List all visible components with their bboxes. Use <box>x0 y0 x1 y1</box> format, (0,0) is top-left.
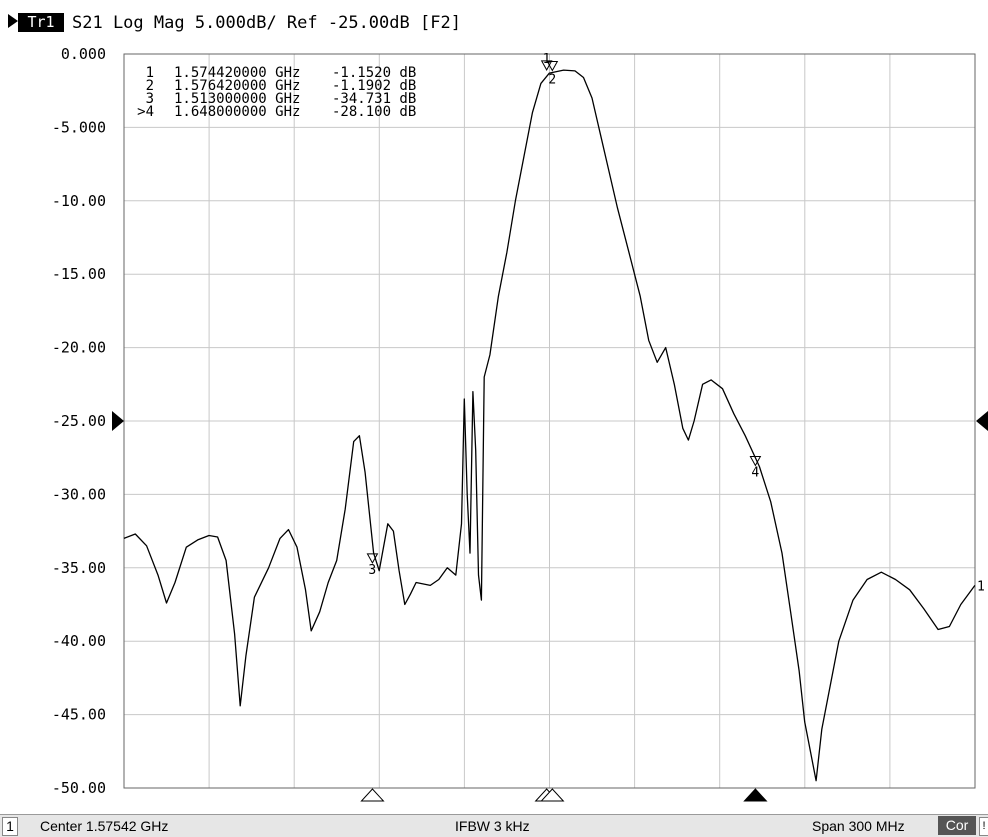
correction-status-badge[interactable]: Cor <box>938 816 976 835</box>
marker-table-freq: 1.574420000 GHz <box>174 65 300 81</box>
s21-chart: 0.000 -5.000 -10.00 -15.00 -20.00 -25.00 -30.0… <box>52 45 988 802</box>
y-tick-label: 0.000 <box>61 45 106 63</box>
marker-table: 1 1.574420000 GHz -1.1520 dB 2 1.576420000 G… <box>137 65 416 120</box>
trace-line <box>123 69 976 782</box>
status-overflow-indicator: ! <box>979 817 988 836</box>
y-tick-label: -25.00 <box>52 412 106 430</box>
marker-2-label: 2 <box>548 72 556 87</box>
y-tick-label: -15.00 <box>52 265 106 283</box>
marker-table-value: -1.1520 dB <box>332 65 416 81</box>
marker-4-glyph[interactable] <box>749 456 762 467</box>
marker-table-id: 1 <box>146 65 154 81</box>
trace-end-label: 1 <box>977 579 985 594</box>
reference-level-right-arrow-icon[interactable] <box>976 411 988 431</box>
marker-glyphs: 1 2 3 4 <box>360 52 768 802</box>
y-tick-label: -30.00 <box>52 485 106 503</box>
marker-3-label: 3 <box>368 563 376 578</box>
channel-indicator[interactable]: 1 <box>2 817 18 836</box>
marker-4-axis-pointer[interactable] <box>743 788 768 802</box>
marker-3-glyph[interactable] <box>366 553 379 564</box>
reference-level-left-arrow-icon[interactable] <box>112 411 124 431</box>
marker-table-freq: 1.648000000 GHz <box>174 104 300 120</box>
marker-table-value: -34.731 dB <box>332 91 416 107</box>
marker-table-id: 2 <box>146 78 154 94</box>
chart-grid <box>124 54 975 788</box>
y-tick-label: -50.00 <box>52 779 106 797</box>
marker-3-axis-pointer[interactable] <box>360 788 385 802</box>
marker-table-freq: 1.513000000 GHz <box>174 91 300 107</box>
marker-table-id: 3 <box>146 91 154 107</box>
marker-2-axis-pointer[interactable] <box>540 788 565 802</box>
reference-level-arrows <box>112 411 988 431</box>
y-tick-label: -10.00 <box>52 192 106 210</box>
marker-4-label: 4 <box>751 466 759 481</box>
active-trace-arrow-icon <box>8 14 18 28</box>
y-tick-label: -40.00 <box>52 632 106 650</box>
y-tick-label: -35.00 <box>52 559 106 577</box>
marker-table-freq: 1.576420000 GHz <box>174 78 300 94</box>
if-bandwidth[interactable]: IFBW 3 kHz <box>455 818 530 834</box>
trace-settings-line[interactable]: S21 Log Mag 5.000dB/ Ref -25.00dB [F2] <box>72 13 461 33</box>
marker-1-label: 1 <box>543 52 551 67</box>
status-bar: 1 Center 1.57542 GHz IFBW 3 kHz Span 300… <box>0 814 988 837</box>
y-axis-tick-labels: 0.000 -5.000 -10.00 -15.00 -20.00 -25.00 -30.0… <box>52 45 106 797</box>
marker-table-value: -1.1902 dB <box>332 78 416 94</box>
trace-series: 1 <box>123 69 985 782</box>
trace-header: Tr1 S21 Log Mag 5.000dB/ Ref -25.00dB [F… <box>0 0 988 38</box>
y-tick-label: -45.00 <box>52 706 106 724</box>
center-frequency[interactable]: Center 1.57542 GHz <box>40 818 169 834</box>
frequency-span[interactable]: Span 300 MHz <box>812 818 905 834</box>
marker-table-id: >4 <box>137 104 154 120</box>
marker-2-glyph[interactable] <box>546 60 559 72</box>
y-tick-label: -5.000 <box>52 118 106 136</box>
trace-label[interactable]: Tr1 <box>18 13 64 32</box>
marker-table-value: -28.100 dB <box>332 104 416 120</box>
y-tick-label: -20.00 <box>52 339 106 357</box>
